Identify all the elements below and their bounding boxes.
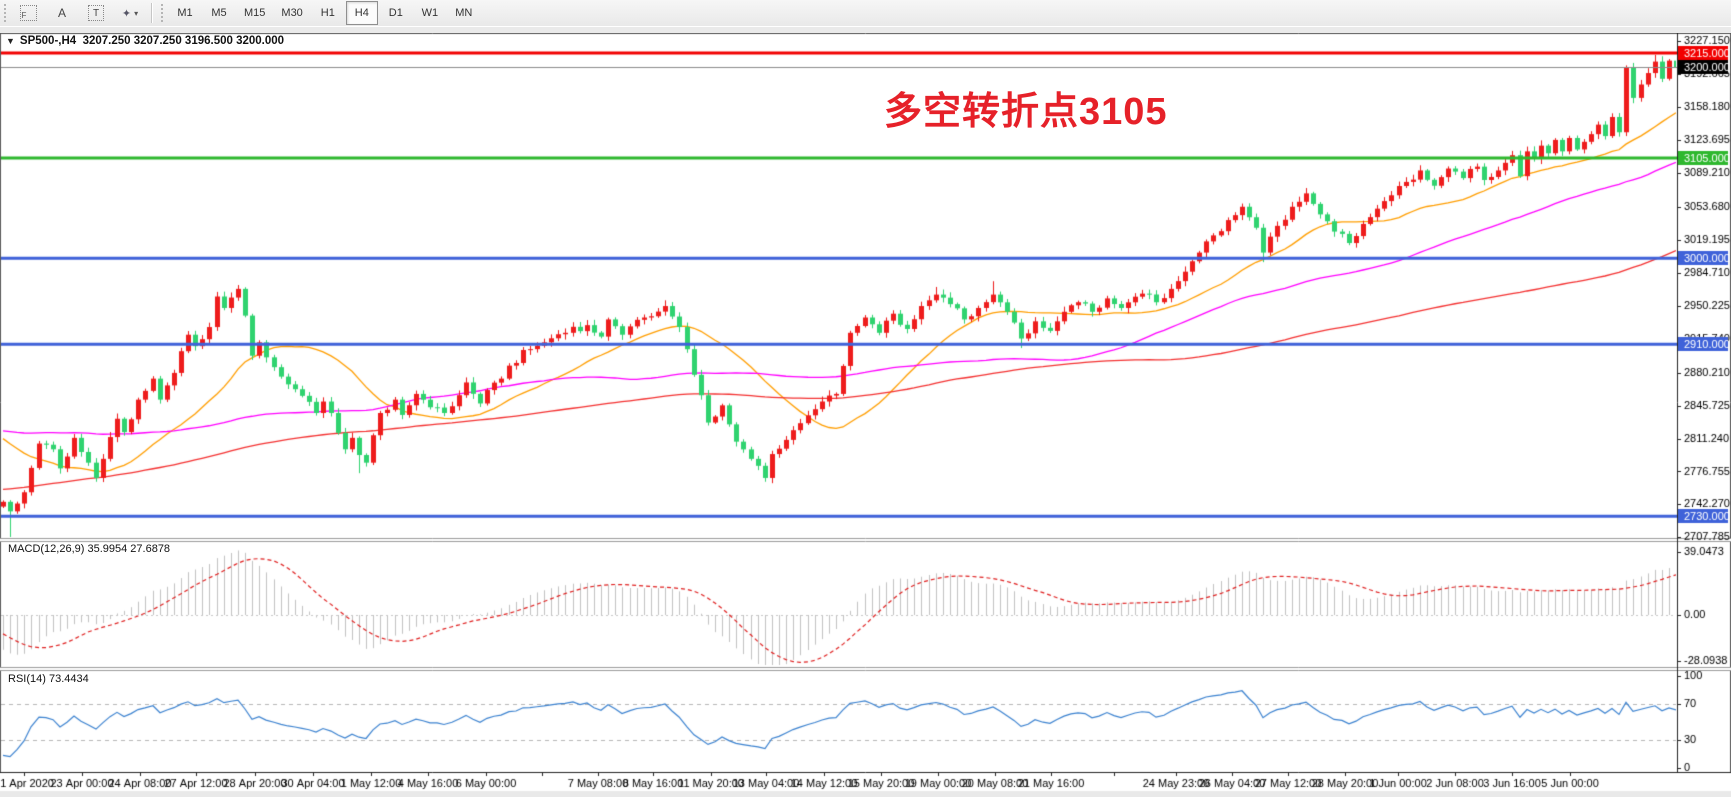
timeframe-grip[interactable]: [159, 4, 166, 22]
tf-h4-button[interactable]: H4: [345, 1, 378, 25]
tf-m5-button[interactable]: M5: [211, 7, 227, 19]
objects-button[interactable]: ✦ ▾: [114, 1, 146, 25]
text-label-icon: T: [88, 5, 104, 21]
high-value: 3207.250: [133, 35, 182, 47]
low-value: 3196.500: [184, 35, 233, 47]
macd-indicator-header: MACD(12,26,9) 35.9954 27.6878: [8, 543, 171, 555]
toolbar-separator: [151, 3, 153, 23]
cursor-button[interactable]: A: [46, 1, 78, 25]
objects-icon: ✦: [121, 7, 132, 20]
cursor-icon: A: [57, 6, 66, 20]
close-value: 3200.000: [236, 35, 285, 47]
tf-mn-button[interactable]: MN: [455, 7, 473, 19]
chart-shift-icon: F: [19, 5, 37, 21]
tf-d1-button[interactable]: D1: [388, 7, 403, 19]
tf-w1-button[interactable]: W1: [421, 7, 439, 19]
chevron-down-icon: ▾: [134, 8, 139, 18]
tf-h1-button[interactable]: H1: [320, 7, 335, 19]
rsi-indicator-header: RSI(14) 73.4434: [8, 673, 89, 685]
toolbar: F A T ✦ ▾ M1 M5 M15 M30 H1 H4 D1 W1 MN: [0, 0, 1731, 27]
symbol-period: SP500-,H4: [19, 35, 77, 47]
tf-m1-button[interactable]: M1: [177, 7, 193, 19]
tf-m15-button[interactable]: M15: [244, 7, 266, 19]
toolbar-grip[interactable]: [2, 4, 9, 22]
open-value: 3207.250: [82, 35, 131, 47]
text-label-button[interactable]: T: [80, 1, 112, 25]
chart-ohlc-header[interactable]: ▼ SP500-,H4 3207.250 3207.250 3196.500 32…: [6, 35, 284, 47]
tf-m30-button[interactable]: M30: [281, 7, 303, 19]
chart-text-annotation[interactable]: 多空转折点3105: [884, 91, 1168, 133]
collapse-arrow-icon[interactable]: ▼: [6, 36, 15, 46]
price-chart-canvas[interactable]: [0, 33, 1731, 797]
chart-shift-button[interactable]: F: [12, 1, 44, 25]
